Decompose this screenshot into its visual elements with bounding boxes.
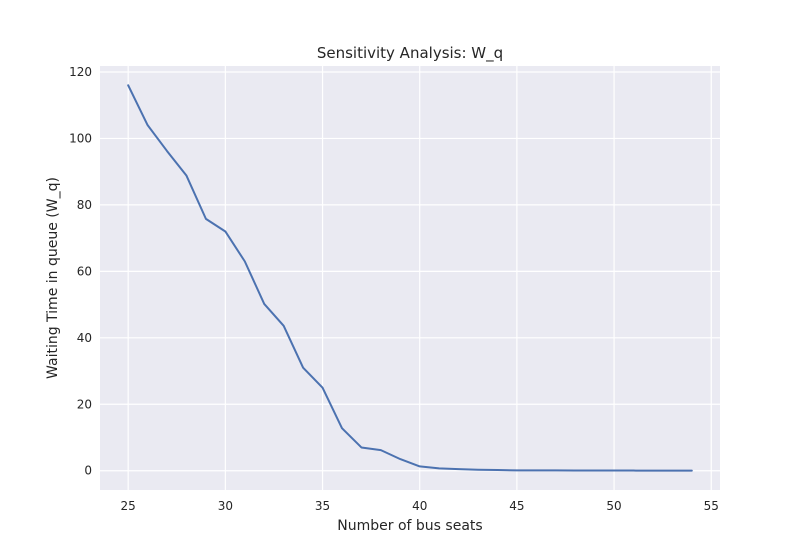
y-tick-label: 80 [77, 198, 92, 212]
y-tick-label: 40 [77, 331, 92, 345]
x-tick-label: 50 [606, 499, 621, 513]
y-tick-label: 100 [69, 131, 92, 145]
y-tick-label: 0 [84, 464, 92, 478]
x-tick-label: 55 [704, 499, 719, 513]
plot-background [100, 66, 720, 490]
y-tick-label: 20 [77, 397, 92, 411]
x-tick-label: 25 [121, 499, 136, 513]
y-tick-label: 60 [77, 264, 92, 278]
chart-title: Sensitivity Analysis: W_q [317, 44, 503, 63]
y-axis-ticks: 0 20 40 60 80 100 120 [69, 65, 92, 478]
x-tick-label: 45 [509, 499, 524, 513]
series-layer [127, 84, 693, 472]
y-axis-label: Waiting Time in queue (W_q) [45, 177, 61, 379]
x-tick-label: 35 [315, 499, 330, 513]
x-tick-label: 30 [218, 499, 233, 513]
grid [100, 66, 720, 490]
x-axis-ticks: 25 30 35 40 45 50 55 [121, 499, 719, 513]
x-axis-label: Number of bus seats [337, 518, 482, 534]
x-tick-label: 40 [412, 499, 427, 513]
series-line [127, 84, 693, 472]
y-tick-label: 120 [69, 65, 92, 79]
